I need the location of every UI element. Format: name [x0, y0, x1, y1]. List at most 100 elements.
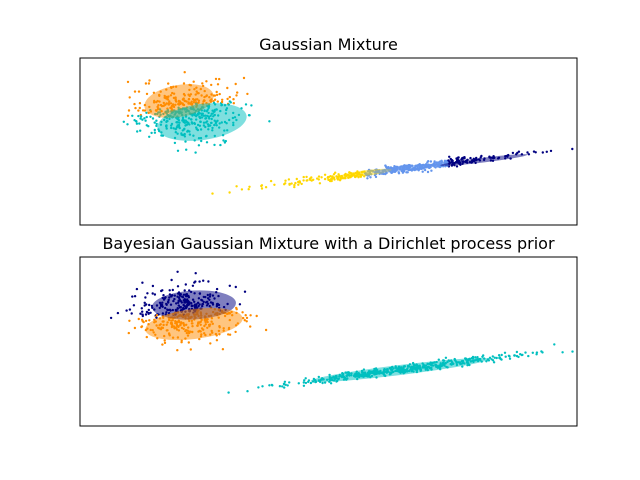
scatter-point: [309, 177, 312, 180]
scatter-point: [369, 176, 372, 179]
scatter-point: [135, 287, 139, 291]
scatter-point: [232, 102, 235, 105]
scatter-point: [161, 343, 164, 346]
scatter-point: [128, 319, 131, 322]
scatter-point: [250, 104, 253, 107]
scatter-point: [220, 100, 224, 104]
scatter-point: [184, 140, 187, 143]
scatter-point: [283, 380, 287, 383]
scatter-point: [255, 314, 258, 318]
scatter-point: [148, 79, 151, 82]
scatter-point: [257, 386, 260, 389]
scatter-point: [218, 77, 221, 81]
scatter-point: [137, 109, 140, 112]
scatter-point: [463, 156, 466, 159]
scatter-point: [281, 385, 284, 388]
scatter-point: [429, 165, 432, 169]
scatter-point: [504, 355, 507, 358]
scatter-point: [139, 117, 142, 120]
scatter-point: [493, 356, 496, 359]
scatter-point: [384, 172, 387, 176]
scatter-point: [145, 115, 148, 119]
scatter-point: [321, 381, 324, 385]
scatter-point: [137, 114, 140, 118]
scatter-point: [135, 122, 139, 125]
scatter-point: [133, 119, 136, 122]
scatter-point: [153, 131, 157, 134]
scatter-point: [143, 117, 146, 120]
gmm-component-ellipse: [145, 307, 243, 341]
scatter-point: [323, 177, 327, 181]
scatter-point: [499, 357, 502, 360]
scatter-point: [273, 183, 276, 186]
scatter-point: [410, 169, 414, 172]
scatter-point: [517, 150, 521, 153]
scatter-point: [234, 330, 237, 334]
scatter-point: [491, 359, 495, 362]
scatter-point: [293, 183, 296, 187]
scatter-point: [183, 71, 186, 74]
scatter-point: [243, 319, 246, 322]
scatter-point: [245, 316, 249, 320]
scatter-point: [243, 290, 247, 293]
scatter-point: [333, 178, 336, 181]
scatter-point: [269, 179, 273, 183]
scatter-point: [236, 91, 239, 94]
scatter-point: [176, 285, 180, 288]
scatter-point: [455, 165, 459, 168]
scatter-point: [283, 386, 286, 389]
scatter-point: [242, 76, 246, 80]
scatter-point: [131, 295, 134, 298]
scatter-point: [219, 143, 222, 147]
scatter-point: [227, 391, 230, 394]
scatter-point: [147, 311, 150, 315]
scatter-point: [183, 289, 186, 292]
scatter-point: [222, 139, 225, 142]
scatter-point: [288, 183, 291, 186]
scatter-point: [426, 170, 430, 174]
scatter-point: [249, 314, 252, 317]
scatter-point: [305, 175, 308, 179]
scatter-point: [303, 379, 306, 382]
scatter-point: [176, 270, 179, 273]
scatter-point: [133, 326, 137, 330]
scatter-point: [405, 171, 408, 174]
scatter-point: [302, 179, 305, 182]
scatter-point: [141, 281, 144, 284]
scatter-point: [515, 350, 519, 354]
scatter-point: [185, 148, 188, 151]
scatter-point: [433, 165, 436, 168]
scatter-point: [155, 314, 159, 317]
scatter-point: [436, 165, 439, 168]
scatter-point: [133, 102, 136, 106]
scatter-point: [213, 98, 217, 101]
scatter-point: [297, 382, 300, 385]
scatter-point: [541, 151, 544, 154]
scatter-point: [300, 182, 303, 186]
scatter-point: [447, 159, 450, 162]
scatter-point: [140, 307, 143, 310]
scatter-point: [264, 186, 268, 189]
scatter-point: [393, 165, 396, 168]
scatter-point: [337, 175, 340, 178]
scatter-point: [148, 319, 151, 322]
scatter-point: [228, 333, 232, 336]
scatter-point: [271, 384, 274, 387]
scatter-point: [197, 144, 201, 147]
scatter-point: [194, 151, 197, 154]
scatter-point: [128, 96, 131, 99]
scatter-point: [228, 284, 231, 287]
scatter-point: [149, 311, 152, 314]
scatter-point: [571, 350, 574, 353]
scatter-point: [329, 382, 333, 385]
scatter-point: [192, 80, 195, 83]
scatter-point: [240, 188, 244, 191]
scatter-point: [122, 120, 126, 124]
scatter-point: [205, 80, 208, 83]
scatter-point: [171, 288, 174, 292]
scatter-point: [161, 289, 164, 292]
axes-frame: [79, 256, 578, 427]
gmm-component-ellipse: [157, 103, 247, 141]
scatter-point: [215, 90, 218, 94]
scatter-point: [155, 119, 158, 122]
